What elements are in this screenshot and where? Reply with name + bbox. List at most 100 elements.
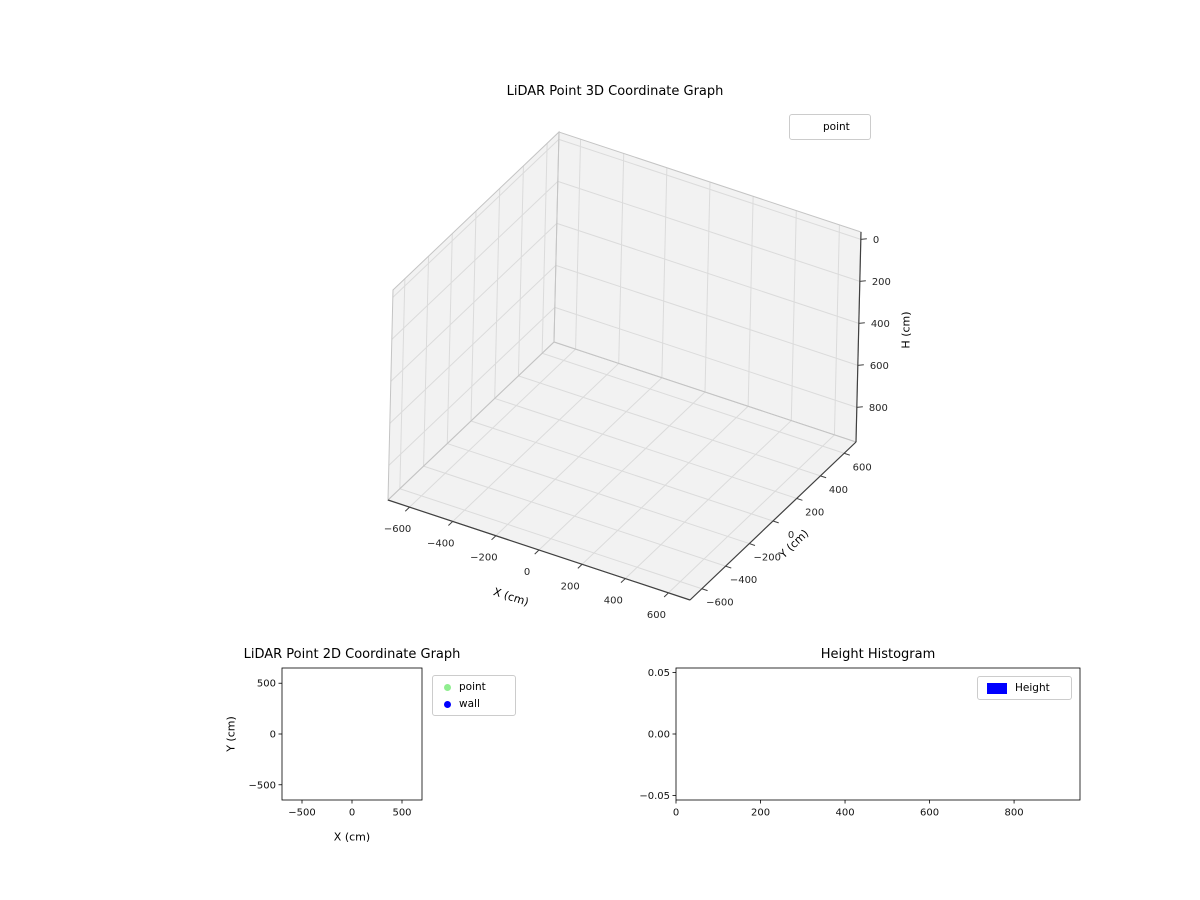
line (749, 543, 756, 546)
tick-label: 0.05 (648, 668, 670, 679)
tick-label: −200 (470, 553, 497, 564)
tick-label: 200 (751, 808, 770, 819)
tick-label: 500 (257, 679, 276, 690)
plot3d-grid (388, 138, 861, 594)
tick-label: 600 (920, 808, 939, 819)
tick-label: −200 (754, 553, 781, 564)
line (390, 222, 558, 382)
tick-label: 400 (829, 485, 848, 496)
tick-label: 400 (835, 808, 854, 819)
line (859, 280, 866, 282)
tick-label: 0.00 (648, 730, 670, 741)
line (856, 406, 863, 408)
tick-label: −500 (249, 780, 276, 791)
line (554, 306, 857, 408)
tick-label: 200 (561, 581, 580, 592)
tick-label: 600 (853, 462, 872, 473)
line (399, 488, 703, 590)
tick-label: 800 (869, 403, 888, 414)
plot2d-tick-labels: −500 0 500 −500 0 500 (249, 679, 412, 819)
line (555, 264, 858, 366)
line (577, 563, 583, 569)
height-swatch-icon (987, 682, 1007, 694)
line (701, 588, 708, 592)
line (725, 565, 732, 569)
tick-label: 0 (788, 530, 794, 541)
plot3d-ticks (404, 238, 867, 598)
tick-label: 400 (604, 596, 623, 607)
plot3d-title: LiDAR Point 3D Coordinate Graph (506, 84, 724, 99)
hist-title: Height Histogram (820, 647, 936, 662)
tick-label: 800 (1005, 808, 1024, 819)
line (423, 465, 726, 567)
legend-label: point (459, 681, 486, 693)
tick-label: 0 (673, 808, 679, 819)
plot3d-tick-labels: −600 −400 −200 0 200 400 600 −600 −400 −200 0 200 40… (384, 235, 891, 621)
tick-label: 400 (871, 319, 890, 330)
legend-label: Height (1015, 682, 1050, 694)
plot2d-ylabel: Y (cm) (224, 716, 238, 752)
tick-label: −600 (706, 598, 733, 609)
wall-marker-icon (444, 700, 451, 708)
tick-label: 0 (873, 235, 879, 246)
hist-tick-labels: 0 200 400 600 800 −0.05 0.00 0.05 (639, 668, 1023, 818)
line (392, 138, 560, 298)
legend-label: wall (459, 698, 480, 710)
line (556, 222, 859, 324)
line (388, 306, 556, 466)
tick-label: 0 (524, 567, 530, 578)
line (858, 322, 865, 324)
tick-label: −600 (384, 524, 411, 535)
hist-ticks (672, 672, 1015, 804)
plot2d-xlabel: X (cm) (333, 830, 371, 844)
line (491, 535, 497, 541)
tick-label: 0 (270, 730, 276, 741)
tick-label: 600 (647, 610, 666, 621)
plot2d-frame (281, 667, 423, 801)
plot3d-zlabel: H (cm) (899, 311, 913, 349)
tick-label: 0 (349, 808, 355, 819)
legend-item-point: point (440, 681, 505, 693)
line (447, 443, 750, 545)
line (518, 375, 821, 477)
line (620, 578, 626, 584)
line (389, 264, 557, 424)
line (843, 452, 851, 456)
line (391, 180, 559, 340)
plot2d-ticks (278, 682, 403, 804)
line (470, 420, 774, 522)
tick-label: 500 (392, 808, 411, 819)
tick-label: −500 (288, 808, 315, 819)
plot2d-legend: point wall (432, 675, 516, 716)
plot2d-title: LiDAR Point 2D Coordinate Graph (243, 647, 461, 662)
line (448, 521, 454, 526)
tick-label: 600 (870, 361, 889, 372)
line (772, 520, 779, 524)
line (557, 180, 860, 282)
line (796, 497, 803, 501)
line (663, 592, 669, 598)
line (860, 238, 867, 240)
plot3d-legend: point (789, 114, 871, 140)
line (404, 506, 410, 512)
tick-label: −400 (730, 575, 757, 586)
legend-item-wall: wall (440, 698, 505, 710)
line (558, 138, 861, 240)
plot3d-axes: −600 −400 −200 0 200 400 600 −600 −400 −200 0 200 40… (384, 130, 891, 621)
tick-label: 200 (805, 507, 824, 518)
tick-label: −400 (427, 538, 454, 549)
tick-label: −0.05 (639, 791, 670, 802)
tick-label: 200 (872, 277, 891, 288)
line (541, 352, 845, 454)
line (820, 475, 827, 479)
hist-legend: Height (977, 676, 1072, 700)
line (857, 364, 864, 366)
plot2d-axes: −500 0 500 −500 0 500 (249, 667, 423, 819)
line (494, 397, 797, 499)
legend-label: point (823, 121, 850, 133)
point-marker-handle (798, 122, 816, 132)
point-marker-icon (444, 683, 451, 691)
line (534, 549, 540, 555)
